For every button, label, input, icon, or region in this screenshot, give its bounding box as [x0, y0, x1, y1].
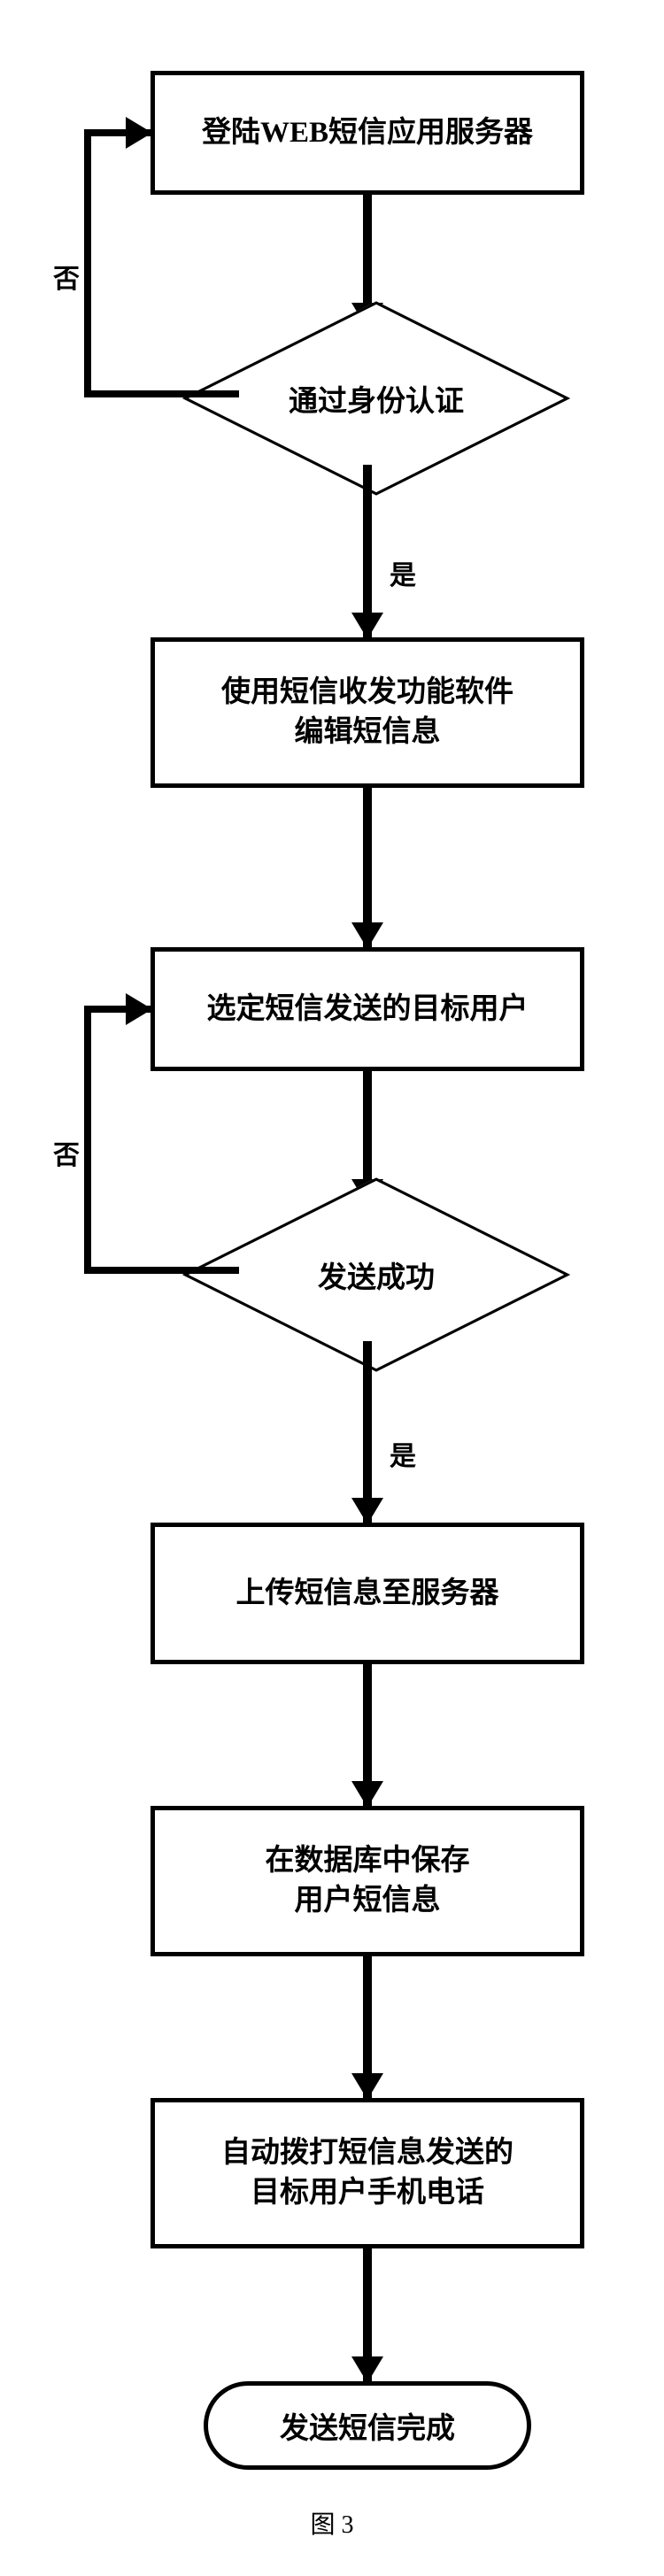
node-label: 使用短信收发功能软件 编辑短信息: [221, 673, 513, 752]
edge-label-no-2: 否: [53, 1133, 80, 1172]
edge-d2-n4: [363, 1341, 372, 1523]
node-login-web: 登陆WEB短信应用服务器: [151, 71, 584, 195]
edge-label-no-1: 否: [53, 257, 80, 296]
node-label: 通过身份认证: [289, 377, 464, 420]
node-label: 发送短信完成: [280, 2404, 455, 2447]
node-select-target: 选定短信发送的目标用户: [151, 947, 584, 1071]
node-label: 发送成功: [318, 1253, 435, 1296]
node-label: 选定短信发送的目标用户: [207, 990, 529, 1030]
edge-d1-n1-h1: [84, 390, 239, 397]
edge-n4-n5: [363, 1664, 372, 1806]
node-auto-dial: 自动拨打短信息发送的 目标用户手机电话: [151, 2098, 584, 2248]
figure-caption: 图 3: [0, 2505, 664, 2541]
edge-d2-n3-h2: [84, 1006, 151, 1013]
edge-d2-n3-h1: [84, 1267, 239, 1274]
edge-label-yes-1: 是: [390, 553, 416, 592]
edge-label-yes-2: 是: [390, 1434, 416, 1473]
node-auth-decision: 通过身份认证: [239, 261, 513, 536]
edge-d1-n2: [363, 465, 372, 637]
node-save-db: 在数据库中保存 用户短信息: [151, 1806, 584, 1956]
node-upload-server: 上传短信息至服务器: [151, 1523, 584, 1664]
node-terminator-done: 发送短信完成: [204, 2381, 531, 2470]
node-send-success-decision: 发送成功: [239, 1138, 513, 1412]
node-label: 在数据库中保存 用户短信息: [266, 1841, 470, 1920]
node-label: 自动拨打短信息发送的 目标用户手机电话: [221, 2133, 513, 2212]
edge-n6-t1: [363, 2248, 372, 2381]
edge-n5-n6: [363, 1956, 372, 2098]
edge-d1-n1-h2: [84, 129, 151, 136]
edge-n2-n3: [363, 788, 372, 947]
edge-d2-n3-v: [84, 1009, 91, 1274]
edge-d1-n1-v: [84, 133, 91, 397]
node-label: 上传短信息至服务器: [236, 1574, 499, 1614]
node-label: 登陆WEB短信应用服务器: [202, 113, 533, 153]
node-edit-sms: 使用短信收发功能软件 编辑短信息: [151, 637, 584, 788]
flowchart-canvas: 登陆WEB短信应用服务器 通过身份认证 否 是 使用短信收发功能软件 编辑短信息…: [0, 35, 664, 2496]
